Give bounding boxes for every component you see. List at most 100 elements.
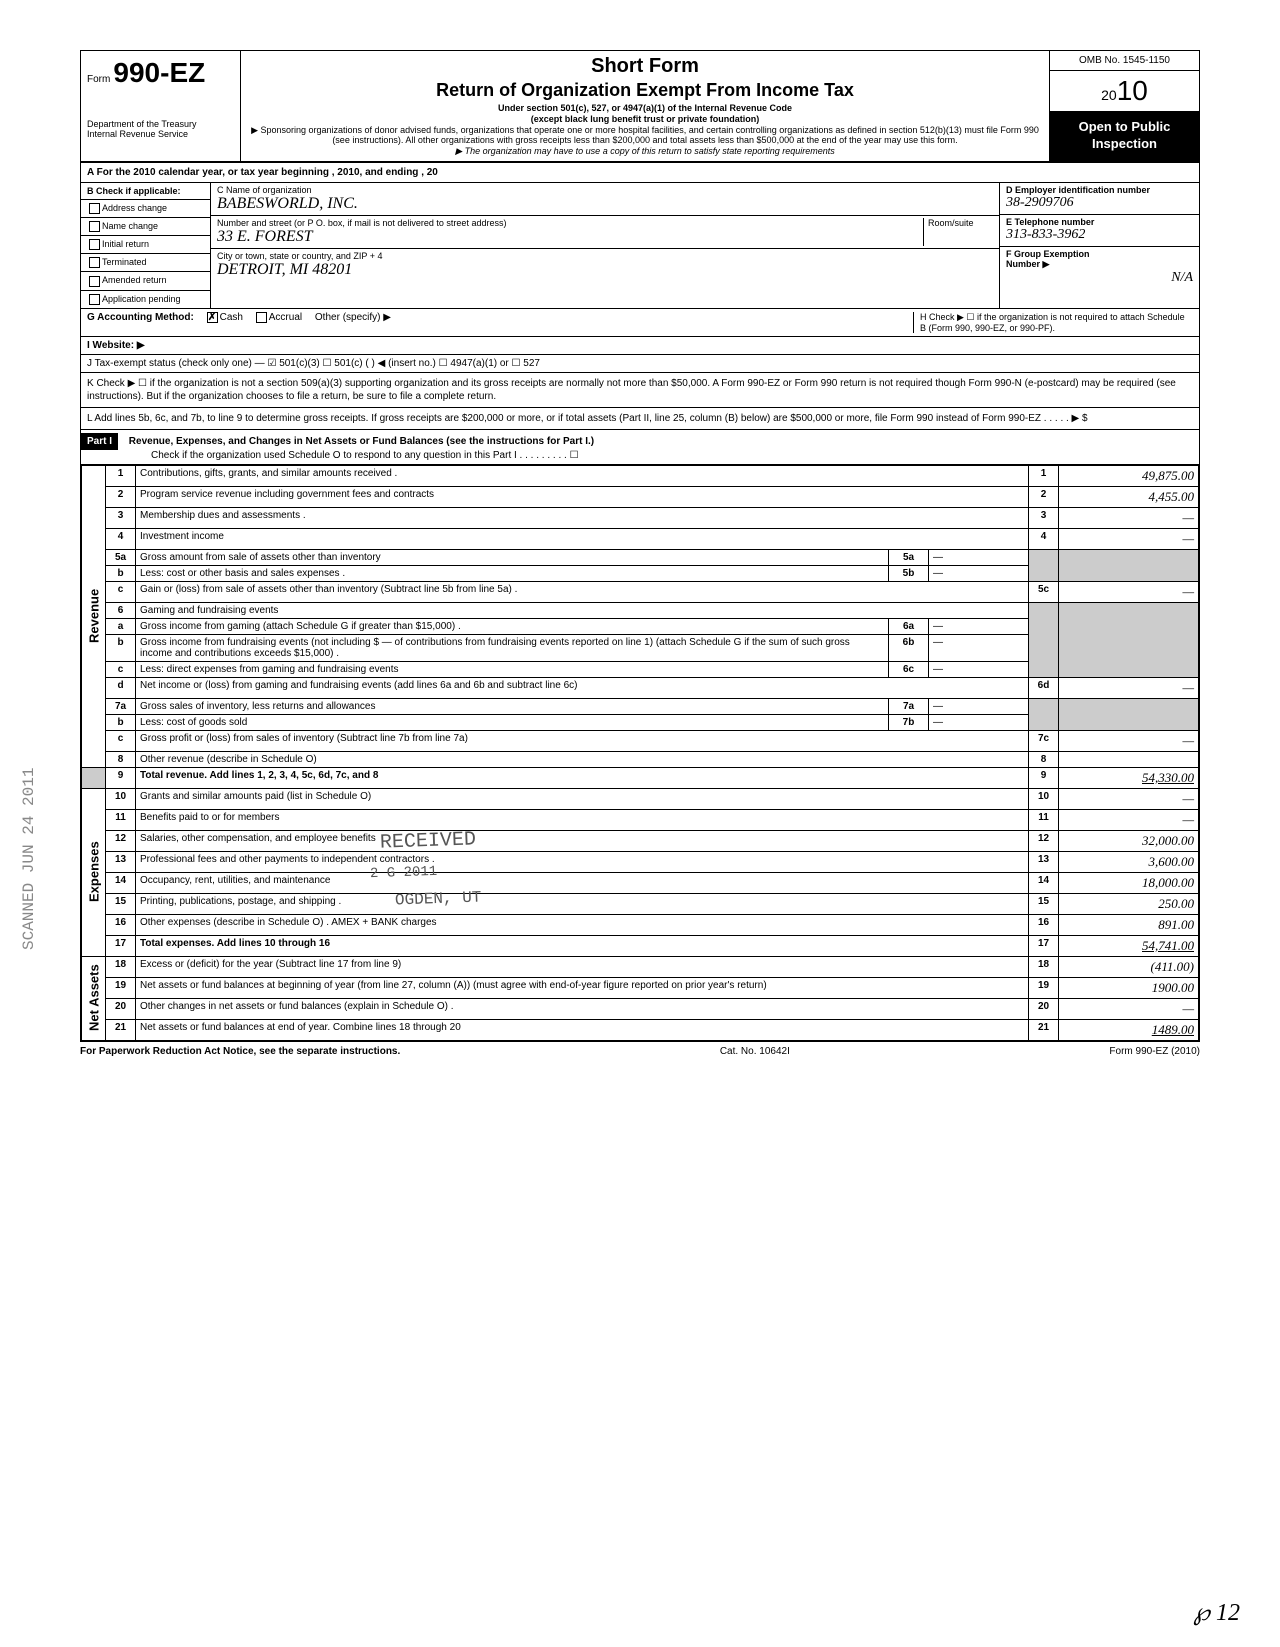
line-16: 16 Other expenses (describe in Schedule … <box>82 914 1199 935</box>
line-18: Net Assets 18 Excess or (deficit) for th… <box>82 956 1199 977</box>
line-8: 8 Other revenue (describe in Schedule O)… <box>82 751 1199 767</box>
city-row: City or town, state or country, and ZIP … <box>211 249 999 281</box>
line-10: Expenses 10 Grants and similar amounts p… <box>82 788 1199 809</box>
line-17: 17 Total expenses. Add lines 10 through … <box>82 935 1199 956</box>
phone-value: 313-833-3962 <box>1006 227 1193 243</box>
check-initial-return[interactable]: Initial return <box>81 236 210 254</box>
line-20: 20 Other changes in net assets or fund b… <box>82 998 1199 1019</box>
city-value: DETROIT, MI 48201 <box>217 261 993 279</box>
title-main: Return of Organization Exempt From Incom… <box>251 80 1039 101</box>
line-13: 13 Professional fees and other payments … <box>82 851 1199 872</box>
org-name-value: BABESWORLD, INC. <box>217 195 993 213</box>
scanned-stamp: SCANNED JUN 24 2011 <box>20 768 38 950</box>
line-12: 12 Salaries, other compensation, and emp… <box>82 830 1199 851</box>
line-6d: d Net income or (loss) from gaming and f… <box>82 677 1199 698</box>
subtitle-3: ▶ The organization may have to use a cop… <box>251 146 1039 157</box>
row-j: J Tax-exempt status (check only one) — ☑… <box>81 355 1199 373</box>
dept-text: Department of the Treasury Internal Reve… <box>87 119 234 139</box>
check-amended[interactable]: Amended return <box>81 272 210 290</box>
year-suffix: 10 <box>1117 75 1148 106</box>
address-label: Number and street (or P O. box, if mail … <box>217 218 923 228</box>
received-stamp: RECEIVED <box>380 828 477 854</box>
subtitle-1: Under section 501(c), 527, or 4947(a)(1)… <box>251 103 1039 125</box>
check-accrual[interactable] <box>256 312 267 323</box>
section-d: D Employer identification number 38-2909… <box>1000 183 1199 215</box>
line-3: 3 Membership dues and assessments . 3 — <box>82 507 1199 528</box>
ein-label: D Employer identification number <box>1006 185 1193 195</box>
line-9: 9 Total revenue. Add lines 1, 2, 3, 4, 5… <box>82 767 1199 788</box>
year-prefix: 20 <box>1101 87 1117 103</box>
line-2: 2 Program service revenue including gove… <box>82 486 1199 507</box>
check-name-change[interactable]: Name change <box>81 218 210 236</box>
line-7c: c Gross profit or (loss) from sales of i… <box>82 730 1199 751</box>
date-stamp: 2 G 2011 <box>370 864 438 882</box>
row-h: H Check ▶ ☐ if the organization is not r… <box>913 312 1193 333</box>
section-b: B Check if applicable: Address change Na… <box>81 183 211 308</box>
group-exempt-label: F Group Exemption Number ▶ <box>1006 249 1193 270</box>
part1-title: Revenue, Expenses, and Changes in Net As… <box>129 436 594 447</box>
row-g-h: G Accounting Method: Cash Accrual Other … <box>81 309 1199 337</box>
ogden-stamp: OGDEN, UT <box>395 888 482 909</box>
g-label: G Accounting Method: <box>87 312 194 323</box>
public-line2: Inspection <box>1054 136 1195 153</box>
margin-note: ℘ 12 <box>1193 1598 1240 1627</box>
tax-year: 2010 <box>1050 71 1199 111</box>
city-label: City or town, state or country, and ZIP … <box>217 251 993 261</box>
form-prefix: Form <box>87 74 110 85</box>
footer-center: Cat. No. 10642I <box>720 1046 790 1057</box>
omb-number: OMB No. 1545-1150 <box>1050 51 1199 71</box>
line-21: 21 Net assets or fund balances at end of… <box>82 1019 1199 1040</box>
line-4: 4 Investment income 4 — <box>82 528 1199 549</box>
org-name-label: C Name of organization <box>217 185 993 195</box>
footer-right: Form 990-EZ (2010) <box>1109 1046 1200 1057</box>
form-990ez: Form 990-EZ Department of the Treasury I… <box>80 50 1200 1042</box>
check-address-change[interactable]: Address change <box>81 200 210 218</box>
section-f: F Group Exemption Number ▶ N/A <box>1000 247 1199 279</box>
row-g: G Accounting Method: Cash Accrual Other … <box>87 312 913 333</box>
line-7a: 7a Gross sales of inventory, less return… <box>82 698 1199 714</box>
footer-left: For Paperwork Reduction Act Notice, see … <box>80 1046 400 1057</box>
row-l: L Add lines 5b, 6c, and 7b, to line 9 to… <box>81 408 1199 430</box>
group-exempt-value: N/A <box>1171 270 1193 286</box>
line-14: 14 Occupancy, rent, utilities, and maint… <box>82 872 1199 893</box>
address-value: 33 E. FOREST <box>217 228 923 246</box>
form-header: Form 990-EZ Department of the Treasury I… <box>81 51 1199 163</box>
part1-check-line: Check if the organization used Schedule … <box>81 450 1199 461</box>
title-short-form: Short Form <box>251 55 1039 78</box>
public-line1: Open to Public <box>1054 119 1195 136</box>
check-terminated[interactable]: Terminated <box>81 254 210 272</box>
ein-value: 38-2909706 <box>1006 195 1193 211</box>
form-number-box: Form 990-EZ Department of the Treasury I… <box>81 51 241 161</box>
expenses-label: Expenses <box>82 788 106 956</box>
section-e: E Telephone number 313-833-3962 <box>1000 215 1199 247</box>
identification-grid: B Check if applicable: Address change Na… <box>81 183 1199 309</box>
line-15: 15 Printing, publications, postage, and … <box>82 893 1199 914</box>
row-k: K Check ▶ ☐ if the organization is not a… <box>81 373 1199 408</box>
public-inspection: Open to Public Inspection <box>1050 111 1199 161</box>
form-number: 990-EZ <box>113 57 205 88</box>
section-c: C Name of organization BABESWORLD, INC. … <box>211 183 999 308</box>
right-col: D Employer identification number 38-2909… <box>999 183 1199 308</box>
row-i: I Website: ▶ <box>81 337 1199 355</box>
row-a: A For the 2010 calendar year, or tax yea… <box>81 163 1199 183</box>
line-5c: c Gain or (loss) from sale of assets oth… <box>82 581 1199 602</box>
part1-header-row: Part I Revenue, Expenses, and Changes in… <box>81 430 1199 465</box>
check-app-pending[interactable]: Application pending <box>81 291 210 308</box>
section-b-label: B Check if applicable: <box>81 183 210 200</box>
subtitle-2: ▶ Sponsoring organizations of donor advi… <box>251 125 1039 147</box>
line-1: Revenue 1 Contributions, gifts, grants, … <box>82 465 1199 486</box>
netassets-label: Net Assets <box>82 956 106 1040</box>
revenue-label: Revenue <box>82 465 106 767</box>
part1-badge: Part I <box>81 433 118 450</box>
title-box: Short Form Return of Organization Exempt… <box>241 51 1049 161</box>
phone-label: E Telephone number <box>1006 217 1193 227</box>
financial-table: Revenue 1 Contributions, gifts, grants, … <box>81 465 1199 1041</box>
org-name-row: C Name of organization BABESWORLD, INC. <box>211 183 999 216</box>
line-11: 11 Benefits paid to or for members 11 — <box>82 809 1199 830</box>
check-cash[interactable] <box>207 312 218 323</box>
line-6: 6 Gaming and fundraising events <box>82 602 1199 618</box>
omb-box: OMB No. 1545-1150 2010 Open to Public In… <box>1049 51 1199 161</box>
room-label: Room/suite <box>928 218 993 228</box>
address-row: Number and street (or P O. box, if mail … <box>211 216 999 249</box>
g-other: Other (specify) ▶ <box>315 312 391 323</box>
